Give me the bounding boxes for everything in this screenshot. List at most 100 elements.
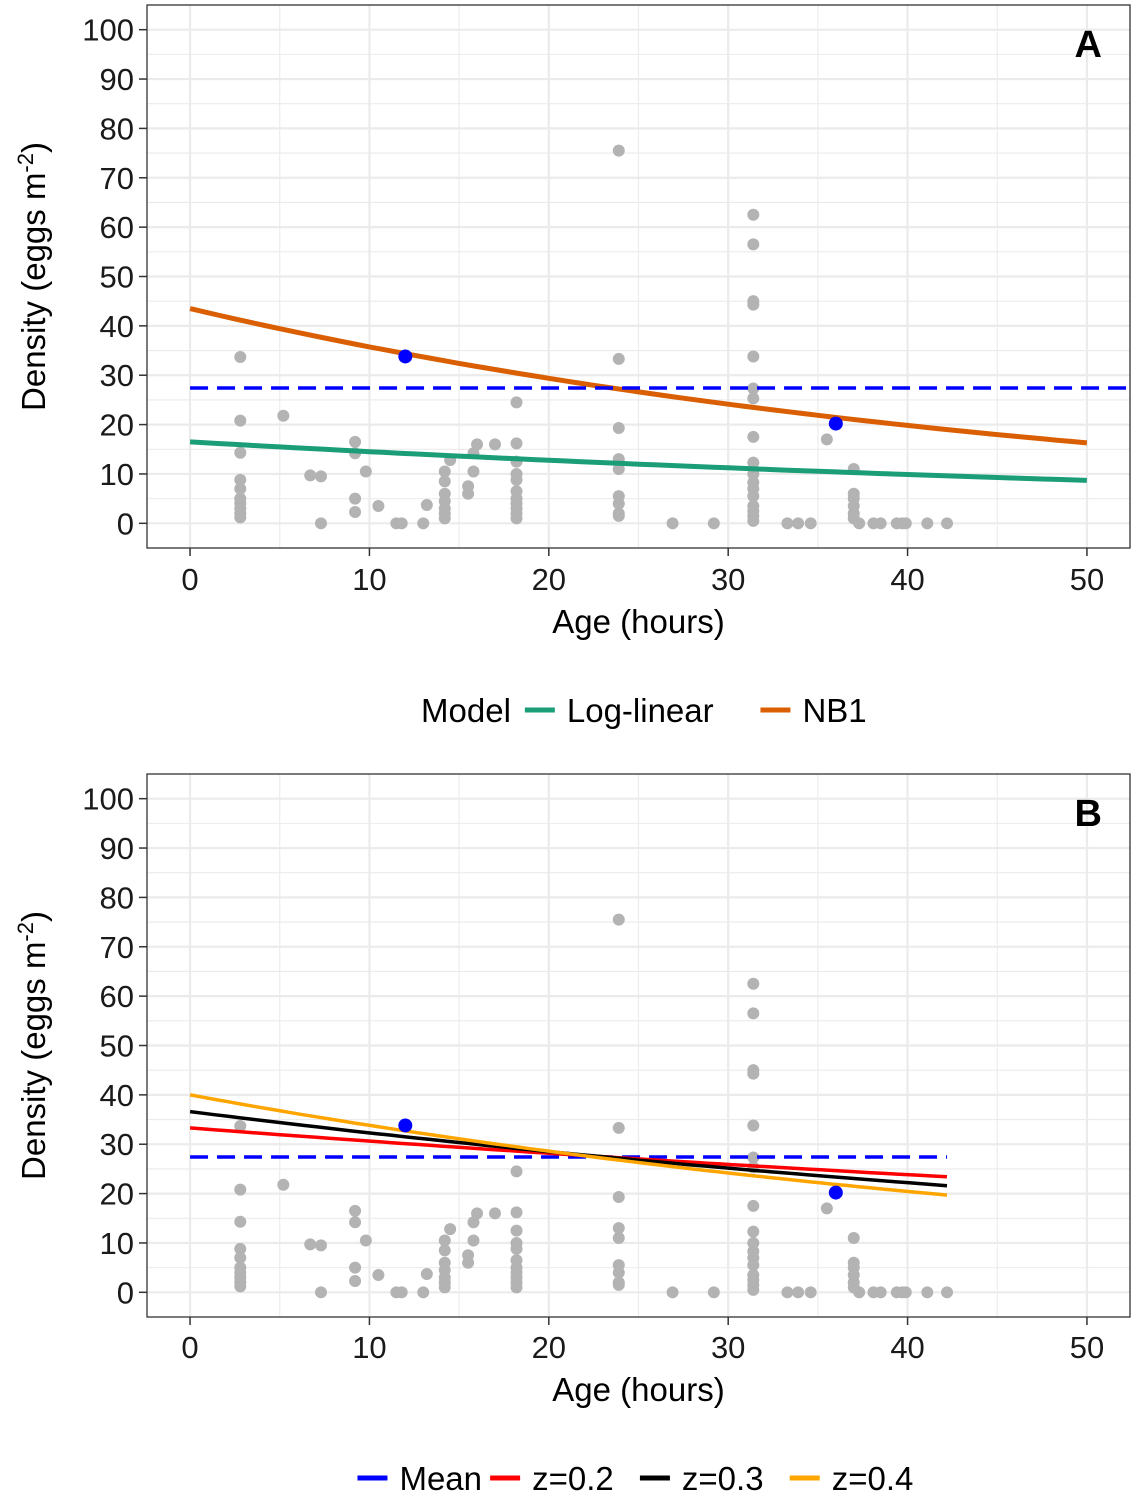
legend: Mean z=0.2 z=0.3 z=0.4 <box>357 1460 913 1495</box>
x-tick-label: 20 <box>532 1330 566 1365</box>
data-point <box>941 1286 954 1299</box>
data-point <box>747 977 760 990</box>
data-point <box>853 1286 866 1299</box>
data-point <box>234 482 247 495</box>
y-tick-label: 10 <box>100 457 134 492</box>
data-point <box>612 1121 625 1134</box>
y-tick-label: 60 <box>100 210 134 245</box>
fit-line-log-linear <box>189 439 1087 483</box>
x-tick-label: 0 <box>181 562 198 597</box>
x-tick-label: 30 <box>711 1330 745 1365</box>
data-point <box>234 446 247 459</box>
data-point <box>372 1269 385 1282</box>
x-tick-label: 10 <box>352 1330 386 1365</box>
data-point <box>747 392 760 405</box>
data-point <box>747 514 760 527</box>
data-point <box>304 469 317 482</box>
data-point <box>941 517 954 530</box>
data-point <box>747 1119 760 1132</box>
data-point <box>314 1239 327 1252</box>
data-point <box>612 497 625 510</box>
data-point <box>438 1234 451 1247</box>
data-point <box>467 465 480 478</box>
y-tick-label: 0 <box>117 506 134 541</box>
data-point <box>747 1067 760 1080</box>
y-tick-label: 40 <box>100 1078 134 1113</box>
data-point <box>820 1202 833 1215</box>
y-tick-label: 10 <box>100 1226 134 1261</box>
data-point <box>612 1232 625 1245</box>
data-point <box>277 409 290 422</box>
grid <box>147 774 1130 1317</box>
data-point <box>359 1234 372 1247</box>
data-point <box>666 1286 679 1299</box>
data-point <box>612 1191 625 1204</box>
data-point <box>234 473 247 486</box>
data-point <box>438 512 451 525</box>
fit-line-z-0-4 <box>189 1093 948 1197</box>
y-tick-label: 80 <box>100 111 134 146</box>
data-point <box>234 1251 247 1264</box>
y-tick-label: 80 <box>100 880 134 915</box>
data-point <box>707 1286 720 1299</box>
data-point <box>395 517 408 530</box>
data-point <box>438 1281 451 1294</box>
data-point <box>747 382 760 395</box>
data-point <box>471 438 484 451</box>
data-point <box>612 463 625 476</box>
data-point <box>747 456 760 469</box>
data-point <box>349 492 362 505</box>
data-point <box>417 517 430 530</box>
x-tick-label: 50 <box>1070 562 1104 597</box>
data-point <box>612 1222 625 1235</box>
data-point <box>510 512 523 525</box>
legend-label: z=0.2 <box>532 1460 614 1495</box>
data-point <box>349 1261 362 1274</box>
legend-label: NB1 <box>802 692 866 729</box>
data-point <box>510 1165 523 1178</box>
y-axis-title: Density (eggs m-2) <box>13 142 52 411</box>
data-point <box>349 1274 362 1287</box>
data-point <box>707 517 720 530</box>
data-point <box>510 1281 523 1294</box>
data-point <box>349 1204 362 1217</box>
data-point <box>792 517 805 530</box>
data-point <box>438 1244 451 1257</box>
data-point <box>510 396 523 409</box>
x-axis-title: Age (hours) <box>552 1371 724 1408</box>
data-point <box>467 1234 480 1247</box>
data-point <box>417 1286 430 1299</box>
data-point <box>510 437 523 450</box>
data-point <box>510 1206 523 1219</box>
data-point <box>234 1280 247 1293</box>
data-point <box>277 1178 290 1191</box>
data-point <box>874 1286 887 1299</box>
y-tick-label: 30 <box>100 358 134 393</box>
y-tick-label: 60 <box>100 979 134 1014</box>
data-point <box>612 144 625 157</box>
legend-title: Model <box>421 692 511 729</box>
highlight-point <box>828 416 843 431</box>
data-point <box>349 505 362 518</box>
data-point <box>747 490 760 503</box>
data-point <box>510 1242 523 1255</box>
data-point <box>847 1232 860 1245</box>
data-point <box>921 517 934 530</box>
data-point <box>899 1286 912 1299</box>
data-point <box>612 352 625 365</box>
data-point <box>359 465 372 478</box>
data-point <box>781 517 794 530</box>
data-point <box>510 1224 523 1237</box>
data-point <box>747 1007 760 1020</box>
panel-label: B <box>1075 793 1102 835</box>
data-point <box>612 913 625 926</box>
data-point <box>747 430 760 443</box>
data-point <box>234 1215 247 1228</box>
data-point <box>395 1286 408 1299</box>
data-point <box>747 298 760 311</box>
data-point <box>438 465 451 478</box>
data-point <box>747 1259 760 1272</box>
data-point <box>372 500 385 513</box>
y-tick-label: 90 <box>100 831 134 866</box>
